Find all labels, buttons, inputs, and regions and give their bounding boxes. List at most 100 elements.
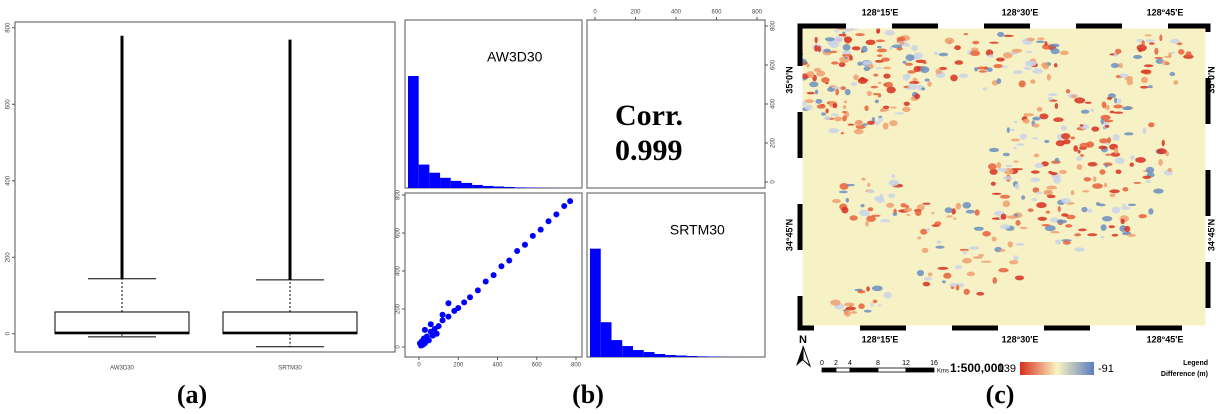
terrain-patch <box>1087 233 1097 236</box>
terrain-patch <box>876 67 883 69</box>
latitude-label: 34°45'N <box>1206 219 1216 251</box>
terrain-patch <box>840 86 845 90</box>
terrain-patch <box>1044 140 1049 143</box>
terrain-patch <box>1116 169 1122 174</box>
terrain-patch <box>906 54 915 61</box>
terrain-patch <box>1081 207 1087 212</box>
histogram-bar <box>419 165 430 188</box>
terrain-patch <box>866 286 869 291</box>
terrain-patch <box>1001 66 1007 68</box>
terrain-patch <box>1101 236 1105 239</box>
terrain-patch <box>962 202 971 209</box>
terrain-patch <box>959 283 964 287</box>
scatter-point <box>538 227 544 233</box>
terrain-patch <box>983 87 988 90</box>
latitude-label: 35°0'N <box>784 66 794 93</box>
terrain-patch <box>1036 192 1042 195</box>
terrain-patch <box>992 237 997 242</box>
terrain-patch <box>1148 122 1154 127</box>
terrain-patch <box>867 121 875 125</box>
box <box>55 312 189 334</box>
terrain-patch <box>889 46 892 50</box>
histogram-bar <box>676 356 687 357</box>
terrain-patch <box>1043 190 1052 196</box>
terrain-patch <box>935 69 942 75</box>
terrain-patch <box>997 32 1004 37</box>
terrain-patch <box>832 87 842 89</box>
terrain-patch <box>1070 136 1075 139</box>
terrain-patch <box>1030 178 1040 183</box>
y-tick-label: 600 <box>6 99 12 110</box>
terrain-patch <box>943 273 951 279</box>
terrain-patch <box>904 43 910 47</box>
terrain-patch <box>833 103 838 108</box>
terrain-patch <box>902 107 910 112</box>
terrain-patch <box>979 70 987 72</box>
terrain-patch <box>883 67 891 70</box>
terrain-patch <box>804 105 812 110</box>
terrain-patch <box>1074 233 1081 236</box>
histogram-bar <box>515 187 526 188</box>
scatter-point <box>553 211 559 217</box>
terrain-patch <box>1014 121 1018 123</box>
terrain-patch <box>964 33 969 35</box>
terrain-patch <box>1148 85 1153 88</box>
scatter-point <box>445 300 451 306</box>
terrain-patch <box>1003 153 1010 156</box>
terrain-patch <box>877 49 887 53</box>
terrain-patch <box>1138 214 1146 218</box>
terrain-patch <box>1105 164 1108 168</box>
scale-bar <box>822 368 836 372</box>
terrain-patch <box>1127 234 1136 237</box>
x-tick-label: 800 <box>752 10 763 16</box>
scatter-point <box>461 299 467 305</box>
terrain-patch <box>1121 206 1130 210</box>
terrain-patch <box>1020 227 1028 229</box>
terrain-patch <box>1076 156 1082 161</box>
terrain-patch <box>1088 162 1098 166</box>
terrain-patch <box>1121 219 1125 224</box>
terrain-patch <box>880 219 890 223</box>
longitude-label: 128°30'E <box>1002 7 1039 17</box>
terrain-patch <box>1061 125 1067 130</box>
terrain-patch <box>954 45 961 50</box>
terrain-patch <box>937 267 948 270</box>
terrain-patch <box>878 82 882 84</box>
terrain-patch <box>1047 195 1056 199</box>
terrain-patch <box>1006 165 1013 168</box>
terrain-patch <box>857 62 862 66</box>
x-tick-label: 0 <box>417 363 421 369</box>
terrain-patch <box>987 67 993 71</box>
terrain-patch <box>884 30 894 35</box>
terrain-patch <box>860 204 864 207</box>
scatter-point <box>445 314 451 320</box>
terrain-patch <box>850 311 857 314</box>
terrain-patch <box>1046 211 1050 214</box>
terrain-patch <box>1099 138 1108 143</box>
terrain-patch <box>1102 216 1112 221</box>
terrain-patch <box>1077 164 1083 170</box>
terrain-patch <box>1039 113 1048 119</box>
terrain-patch <box>1122 204 1126 206</box>
terrain-patch <box>1061 198 1071 204</box>
terrain-patch <box>843 105 847 109</box>
scatter-point <box>498 263 504 269</box>
terrain-patch <box>880 194 883 198</box>
terrain-patch <box>1113 105 1123 109</box>
terrain-patch <box>905 63 913 66</box>
terrain-patch <box>947 215 953 217</box>
terrain-patch <box>904 207 912 212</box>
terrain-patch <box>1047 97 1052 101</box>
terrain-patch <box>937 241 942 244</box>
terrain-patch <box>834 30 838 33</box>
terrain-patch <box>1141 70 1152 74</box>
terrain-patch <box>996 58 1005 62</box>
x-tick-label: AW3D30 <box>110 366 134 372</box>
histogram-bar <box>633 350 644 357</box>
terrain-patch <box>924 277 932 281</box>
terrain-patch <box>871 86 878 89</box>
terrain-patch <box>835 88 839 95</box>
terrain-patch <box>955 265 962 269</box>
panel-frame <box>15 22 395 352</box>
terrain-patch <box>1171 52 1175 54</box>
